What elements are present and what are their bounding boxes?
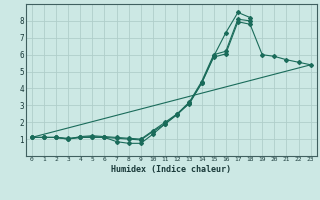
X-axis label: Humidex (Indice chaleur): Humidex (Indice chaleur) bbox=[111, 165, 231, 174]
